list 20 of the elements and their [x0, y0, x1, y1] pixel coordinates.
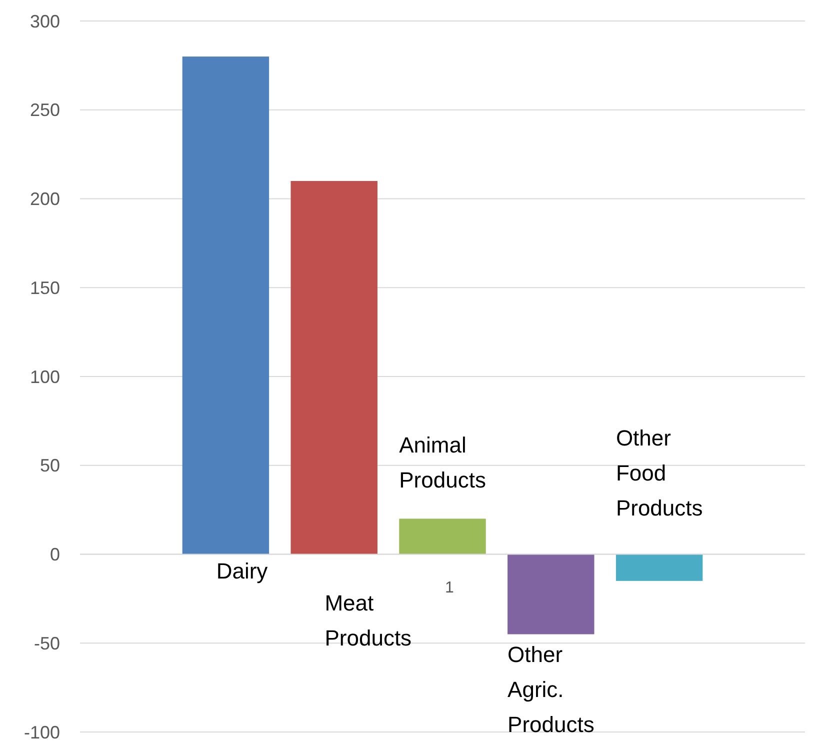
series-label: Dairy — [216, 558, 268, 584]
bar — [182, 56, 270, 554]
series-label: Meat Products — [324, 590, 412, 650]
series-label: Other Food Products — [616, 425, 703, 520]
y-tick-label: 300 — [30, 11, 60, 32]
bar — [290, 180, 378, 554]
series-label: Other Agric. Products — [508, 642, 594, 738]
y-tick-label: -100 — [24, 722, 60, 741]
y-tick-label: 200 — [30, 189, 60, 210]
y-tick-label: -50 — [34, 633, 60, 654]
bar — [399, 518, 486, 554]
bar — [508, 554, 594, 634]
bar — [616, 554, 703, 581]
series-label: Animal Products — [399, 432, 486, 493]
y-tick-label: 50 — [40, 456, 60, 476]
y-tick-label: 0 — [50, 544, 60, 565]
x-tick-label: 1 — [445, 579, 454, 596]
y-tick-label: 100 — [30, 366, 60, 387]
y-tick-label: 250 — [30, 100, 60, 120]
y-tick-label: 150 — [30, 278, 60, 298]
